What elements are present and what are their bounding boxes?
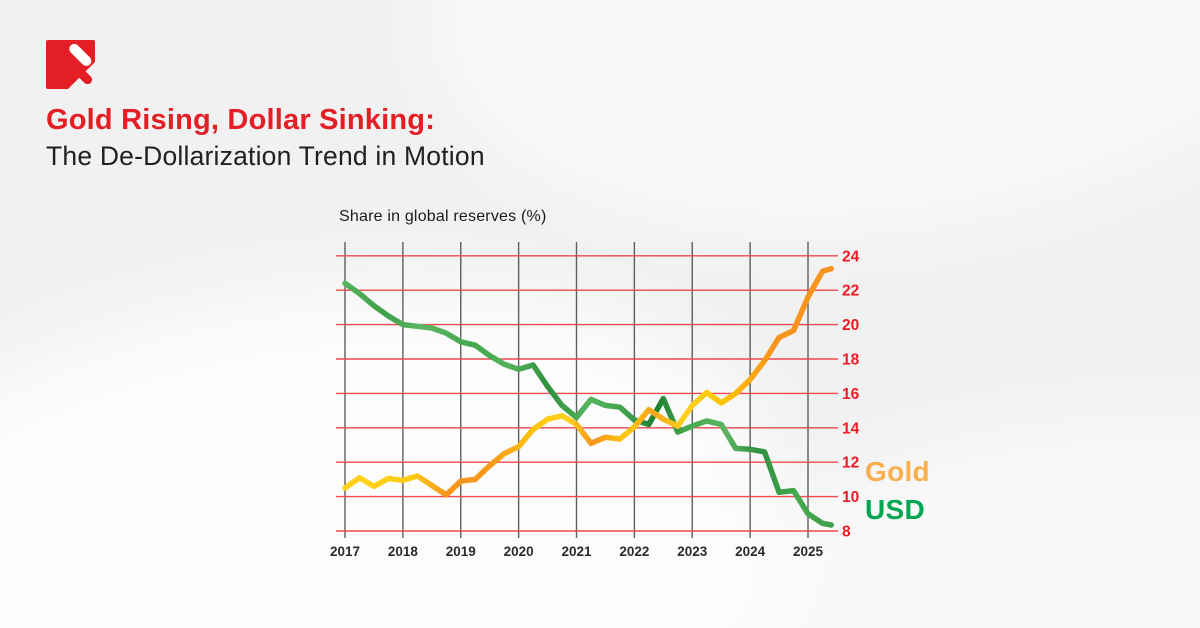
- svg-text:2019: 2019: [446, 544, 476, 559]
- svg-text:10: 10: [842, 489, 859, 506]
- svg-text:14: 14: [842, 420, 860, 437]
- svg-text:2024: 2024: [735, 544, 766, 559]
- svg-text:16: 16: [842, 386, 860, 403]
- svg-text:2022: 2022: [619, 544, 649, 559]
- logo-arrow-stroke-icon: [67, 41, 94, 68]
- svg-text:8: 8: [842, 524, 851, 541]
- legend-item-usd: USD: [865, 494, 926, 525]
- chart-legend: Gold USD: [865, 458, 930, 524]
- svg-text:2020: 2020: [504, 544, 534, 559]
- svg-text:22: 22: [842, 283, 859, 300]
- legend-item-gold: Gold: [865, 456, 930, 487]
- svg-text:2021: 2021: [561, 544, 592, 559]
- svg-text:2017: 2017: [330, 544, 360, 559]
- svg-text:2018: 2018: [388, 544, 419, 559]
- svg-text:20: 20: [842, 317, 859, 334]
- chart-axis-title: Share in global reserves (%): [339, 208, 547, 225]
- svg-text:24: 24: [842, 248, 860, 265]
- svg-text:12: 12: [842, 455, 859, 472]
- svg-text:2025: 2025: [793, 544, 824, 559]
- svg-text:2023: 2023: [677, 544, 708, 559]
- svg-text:18: 18: [842, 352, 860, 369]
- brand-logo-icon: [46, 40, 95, 89]
- page-title: Gold Rising, Dollar Sinking:: [46, 104, 436, 136]
- reserves-line-chart: 2017 2018 2019 2020 2021 2022 2023 2024 20258101…: [330, 242, 860, 559]
- page-subtitle: The De-Dollarization Trend in Motion: [46, 141, 485, 171]
